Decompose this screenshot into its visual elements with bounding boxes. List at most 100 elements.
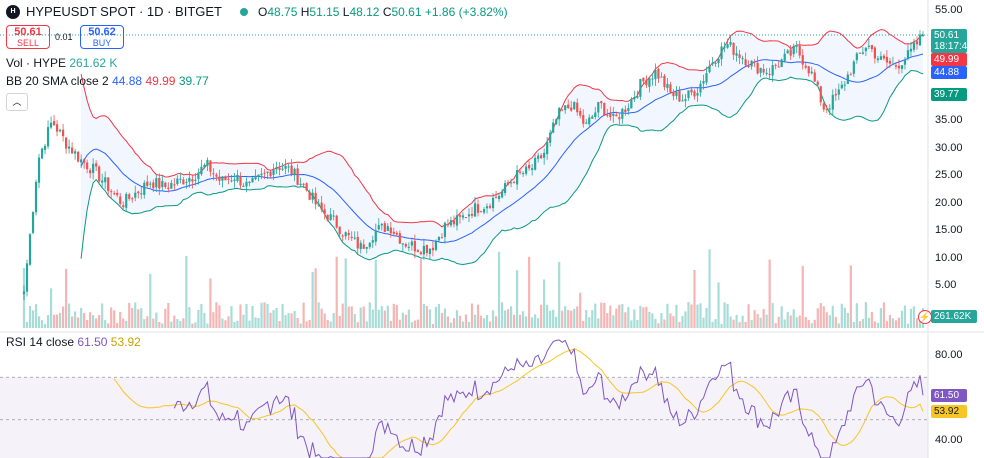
- candle: [275, 161, 278, 175]
- candle: [723, 42, 726, 53]
- volume-bar: [840, 303, 843, 328]
- candle: [591, 114, 594, 119]
- candle: [443, 221, 447, 244]
- volume-bar: [305, 321, 308, 328]
- candle: [753, 59, 756, 68]
- bb-legend[interactable]: BB 20 SMA close 2 44.88 49.99 39.77: [6, 74, 209, 88]
- candle: [870, 44, 873, 53]
- volume-bar: [591, 310, 594, 328]
- candle: [525, 163, 528, 176]
- volume-bar: [771, 302, 774, 328]
- volume-bar: [849, 265, 852, 328]
- volume-bar: [506, 309, 510, 328]
- candle: [101, 173, 104, 188]
- volume-bar: [522, 311, 525, 328]
- candle: [687, 90, 690, 101]
- candle: [645, 75, 648, 89]
- volume-bar: [239, 304, 242, 328]
- candle: [212, 168, 215, 181]
- candle: [218, 169, 221, 186]
- candle: [428, 248, 432, 260]
- volume-bar: [774, 323, 777, 328]
- volume-bar: [603, 302, 606, 328]
- candle: [885, 50, 889, 69]
- symbol-title[interactable]: HYPEUSDT SPOT · 1D · BITGET: [26, 4, 222, 19]
- alert-lightning-icon[interactable]: ⚡: [918, 310, 932, 324]
- candle: [425, 244, 428, 257]
- candle: [717, 57, 720, 68]
- candle: [494, 190, 498, 199]
- candle: [155, 174, 158, 193]
- candle: [509, 178, 513, 188]
- volume-bar: [768, 259, 771, 328]
- volume-bar: [729, 316, 732, 328]
- candle: [488, 203, 492, 210]
- volume-bar: [317, 302, 320, 328]
- volume-bar: [918, 319, 922, 328]
- volume-bar: [335, 256, 338, 328]
- volume-bar: [882, 302, 886, 328]
- volume-bar: [606, 313, 609, 328]
- candle: [732, 42, 735, 60]
- candle: [470, 206, 474, 219]
- candle: [152, 179, 155, 193]
- volume-bar: [651, 313, 654, 328]
- candle: [768, 67, 771, 81]
- candle: [395, 230, 398, 236]
- volume-bar: [296, 318, 299, 328]
- volume-bar: [74, 311, 77, 328]
- rsi-line: [173, 339, 924, 458]
- candle: [912, 38, 916, 53]
- volume-bar: [362, 306, 365, 328]
- volume-bar: [83, 312, 86, 328]
- volume-bar: [714, 319, 717, 328]
- candle: [52, 115, 56, 126]
- volume-bar: [609, 305, 612, 328]
- price-axis-label: 35.00: [935, 114, 963, 126]
- candle: [122, 201, 125, 209]
- candle: [867, 38, 870, 50]
- volume-bar: [308, 319, 311, 328]
- rsi-legend[interactable]: RSI 14 close 61.50 53.92: [6, 335, 141, 349]
- candle: [299, 177, 302, 188]
- candle: [729, 36, 732, 47]
- volume-bar: [101, 303, 104, 328]
- candle: [774, 63, 777, 70]
- volume-bar: [194, 322, 197, 328]
- candle: [888, 58, 892, 69]
- candle: [918, 30, 922, 46]
- candle: [900, 65, 904, 74]
- volume-bar: [666, 303, 669, 328]
- candle: [344, 231, 347, 240]
- candle: [903, 57, 907, 70]
- sell-button[interactable]: 50.61 SELL: [6, 25, 50, 49]
- volume-bar: [446, 316, 450, 328]
- volume-bar: [699, 303, 702, 328]
- candle: [446, 218, 450, 228]
- candle: [735, 46, 738, 62]
- candle: [846, 71, 849, 85]
- volume-bar: [497, 251, 501, 328]
- candle: [609, 106, 612, 121]
- candle: [741, 55, 744, 65]
- volume-bar: [161, 323, 164, 328]
- volume-bar: [678, 322, 681, 328]
- volume-bar: [347, 306, 350, 328]
- candle: [714, 61, 717, 67]
- volume-bar: [116, 322, 119, 328]
- candle: [618, 112, 621, 126]
- candle: [567, 99, 570, 109]
- volume-bar: [473, 314, 477, 328]
- volume-bar: [269, 312, 272, 328]
- buy-button[interactable]: 50.62 BUY: [80, 25, 124, 49]
- candle: [311, 188, 314, 204]
- candle: [780, 58, 783, 68]
- volume-bar: [891, 318, 895, 328]
- volume-legend[interactable]: Vol · HYPE 261.62 K: [6, 56, 118, 70]
- volume-bar: [687, 302, 690, 328]
- collapse-legend-icon[interactable]: ︿: [6, 93, 28, 111]
- volume-bar: [858, 321, 861, 328]
- candle: [164, 181, 167, 189]
- volume-bar: [822, 306, 825, 328]
